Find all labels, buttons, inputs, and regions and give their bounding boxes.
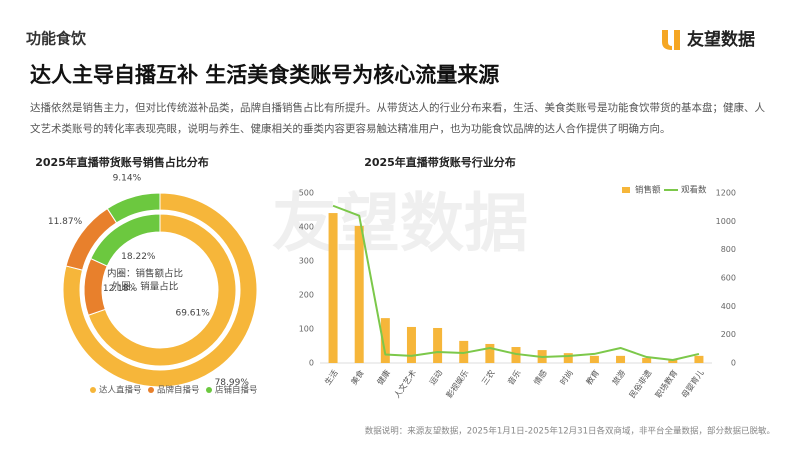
y2-tick-label: 1200 (716, 189, 736, 198)
donut-segment (106, 192, 161, 224)
value-label: 69.61% (175, 309, 210, 319)
x-tick-label: 时尚 (558, 368, 575, 387)
x-tick-label: 健康 (375, 368, 392, 387)
legend-label: 销售额 (635, 185, 661, 196)
x-tick-label: 人文艺术 (392, 368, 419, 400)
donut-segment (87, 213, 237, 367)
x-tick-label: 旅游 (610, 368, 627, 387)
page-title: 达人主导自播互补 生活美食类账号为核心流量来源 (30, 63, 499, 87)
bar (511, 347, 521, 363)
value-label: 11.87% (48, 217, 83, 227)
y-tick-label: 400 (299, 223, 314, 232)
donut-segment (62, 192, 258, 388)
legend-marker (148, 387, 154, 393)
chart-title: 2025年直播带货账号销售占比分布 (35, 155, 209, 169)
legend-label: 店铺自播号 (215, 385, 258, 396)
x-tick-label: 民俗非遗 (627, 368, 654, 400)
bar (589, 355, 599, 363)
bar (433, 327, 443, 363)
x-tick-label: 影视娱乐 (444, 368, 471, 400)
bar (380, 318, 390, 363)
x-tick-label: 情感 (531, 368, 548, 387)
x-tick-label: 运动 (427, 368, 444, 387)
x-tick-label: 母婴育儿 (679, 368, 706, 400)
footnote: 数据说明：来源友望数据，2025年1月1日-2025年12月31日各双商域，非平… (365, 426, 775, 437)
legend-label: 品牌自播号 (157, 385, 200, 396)
x-tick-label: 美食 (349, 368, 366, 387)
y-tick-label: 200 (299, 291, 314, 300)
value-label: 78.99% (215, 378, 250, 388)
legend-marker (622, 187, 630, 193)
section-label: 功能食饮 (26, 30, 87, 48)
bar (642, 357, 652, 363)
logo-text: 友望数据 (687, 29, 755, 50)
bar (694, 355, 704, 363)
y2-tick-label: 1000 (716, 217, 736, 226)
ring-note: 外圈：销量占比 (112, 281, 179, 293)
line (332, 204, 700, 362)
donut-segment (90, 213, 161, 267)
value-label: 12.18% (103, 284, 138, 294)
x-tick-label: 音乐 (505, 368, 522, 387)
y2-tick-label: 600 (721, 274, 736, 283)
y-tick-label: 500 (299, 189, 314, 198)
y-tick-label: 100 (299, 325, 314, 334)
y2-tick-label: 200 (721, 330, 736, 339)
chart-title: 2025年直播带货账号行业分布 (364, 155, 516, 169)
bar (616, 355, 626, 363)
x-tick-label: 三农 (479, 368, 496, 387)
legend-label: 达人直播号 (99, 385, 142, 396)
bar (485, 343, 495, 363)
value-label: 18.22% (121, 252, 156, 262)
description: 达播依然是销售主力，但对比传统滋补品类，品牌自播销售占比有所提升。从带货达人的行… (30, 102, 765, 135)
watermark: 友望数据 (272, 188, 528, 262)
ring-note: 内圈：销售额占比 (107, 268, 183, 280)
x-tick-label: 教育 (584, 368, 601, 387)
bar (668, 359, 678, 363)
bar (328, 213, 338, 363)
logo-icon (662, 30, 680, 50)
y-tick-label: 0 (309, 359, 314, 368)
legend-marker (90, 387, 96, 393)
y2-tick-label: 800 (721, 245, 736, 254)
bar (354, 225, 364, 363)
legend-label: 观看数 (681, 185, 707, 196)
bar (406, 326, 416, 363)
legend-marker (206, 387, 212, 393)
x-tick-label: 生活 (322, 368, 339, 387)
y2-tick-label: 0 (731, 359, 736, 368)
value-label: 9.14% (113, 173, 142, 183)
bar (563, 353, 573, 363)
y2-tick-label: 400 (721, 302, 736, 311)
y-tick-label: 300 (299, 257, 314, 266)
logo: 友望数据 (662, 29, 755, 50)
x-tick-label: 职场教育 (653, 368, 680, 400)
